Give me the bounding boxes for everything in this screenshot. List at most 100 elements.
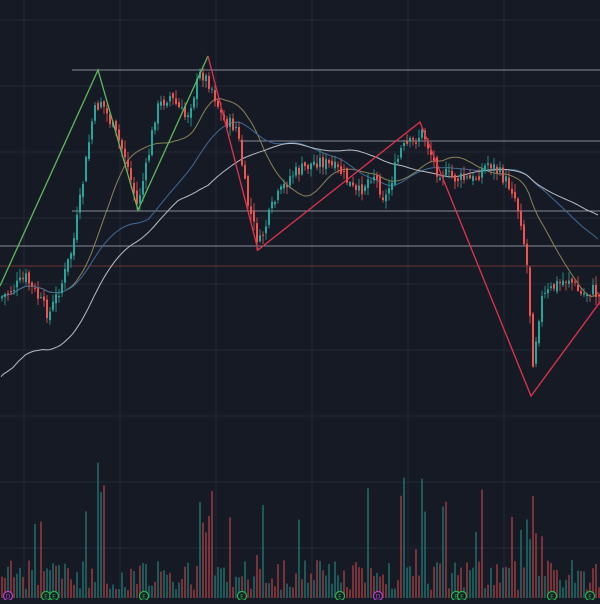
volume-bar: [283, 560, 285, 598]
candle-body: [454, 175, 456, 182]
candle-body: [502, 167, 504, 183]
candle-body: [373, 176, 375, 181]
candle-body: [367, 179, 369, 188]
volume-bar: [133, 571, 135, 598]
support-resistance-lines[interactable]: [0, 69, 600, 267]
volume-bar: [10, 560, 12, 598]
volume-bar: [109, 588, 111, 598]
candle-body: [349, 182, 351, 186]
volume-bar: [367, 488, 369, 598]
volume-bar: [22, 577, 24, 598]
candle-body: [427, 141, 429, 149]
volume-bar: [136, 584, 138, 598]
candle-body: [523, 224, 525, 245]
candle-body: [412, 138, 414, 140]
volume-bar: [28, 560, 30, 598]
candle-body: [151, 130, 153, 156]
candle-body: [22, 277, 24, 280]
volume-bar: [265, 582, 267, 598]
earnings-marker[interactable]: E: [456, 590, 468, 602]
volume-bar: [370, 568, 372, 598]
volume-bar: [46, 568, 48, 598]
candle-body: [391, 182, 393, 190]
volume-bar: [544, 576, 546, 598]
volume-bar: [163, 570, 165, 598]
volume-bar: [70, 579, 72, 598]
candle-body: [85, 157, 87, 182]
marker-letter: E: [52, 594, 56, 601]
candle-body: [94, 105, 96, 121]
candle-body: [472, 176, 474, 181]
candle-body: [142, 181, 144, 195]
volume-bar: [313, 580, 315, 598]
candle-body: [226, 118, 228, 128]
candle-body: [520, 211, 522, 226]
volume-bar: [172, 581, 174, 598]
volume-bar: [559, 579, 561, 598]
volume-bar: [430, 589, 432, 598]
volume-bar: [439, 563, 441, 598]
volume-bar: [406, 567, 408, 598]
zigzag-pattern-lines[interactable]: [0, 55, 600, 398]
volume-bar: [499, 582, 501, 598]
volume-bar: [307, 582, 309, 598]
earnings-marker[interactable]: E: [48, 590, 60, 602]
volume-bar: [91, 568, 93, 598]
volume-bar: [322, 570, 324, 598]
volume-bar: [259, 568, 261, 598]
candle-body: [499, 167, 501, 173]
candle-body: [130, 168, 132, 180]
earnings-marker[interactable]: E: [334, 590, 346, 602]
candle-body: [163, 99, 165, 106]
earnings-marker[interactable]: E: [236, 590, 248, 602]
moving-average-slow: [0, 142, 599, 377]
candle-body: [28, 272, 30, 284]
volume-bar: [181, 579, 183, 598]
earnings-marker[interactable]: E: [584, 590, 596, 602]
dividend-marker[interactable]: D: [2, 590, 14, 602]
volume-bar: [355, 562, 357, 598]
volume-bar: [520, 529, 522, 598]
volume-bar: [256, 555, 258, 598]
candle-body: [595, 284, 597, 298]
candle-body: [97, 102, 99, 110]
candle-body: [235, 126, 237, 129]
candle-body: [4, 294, 6, 298]
marker-letter: E: [338, 594, 342, 601]
candle-body: [1, 297, 3, 299]
candle-body: [271, 201, 273, 209]
volume-bar: [577, 570, 579, 598]
candle-body: [445, 168, 447, 176]
candle-body: [229, 117, 231, 127]
volume-bar: [394, 588, 396, 598]
volume-bar: [145, 563, 147, 598]
candle-body: [286, 185, 288, 188]
candle-body: [322, 157, 324, 168]
volume-bar: [217, 566, 219, 598]
earnings-marker[interactable]: E: [546, 590, 558, 602]
candle-body: [463, 173, 465, 180]
earnings-marker[interactable]: E: [138, 590, 150, 602]
volume-bar: [247, 579, 249, 598]
candle-body: [544, 292, 546, 294]
volume-bar: [373, 575, 375, 598]
volume-bar: [433, 566, 435, 598]
volume-bar: [124, 587, 126, 598]
candle-body: [352, 182, 354, 186]
volume-bar: [445, 501, 447, 598]
candle-body: [478, 176, 480, 180]
candle-body: [244, 165, 246, 179]
zigzag-bullish[interactable]: [0, 55, 209, 287]
volume-bar: [232, 587, 234, 598]
volume-bar: [175, 589, 177, 598]
dividend-marker[interactable]: D: [372, 590, 384, 602]
candle-body: [370, 181, 372, 183]
volume-bar: [409, 566, 411, 598]
zigzag-bearish[interactable]: [207, 55, 600, 398]
candle-body: [514, 191, 516, 199]
candle-body: [124, 148, 126, 158]
volume-bar: [34, 523, 36, 598]
volume-bar: [310, 573, 312, 598]
